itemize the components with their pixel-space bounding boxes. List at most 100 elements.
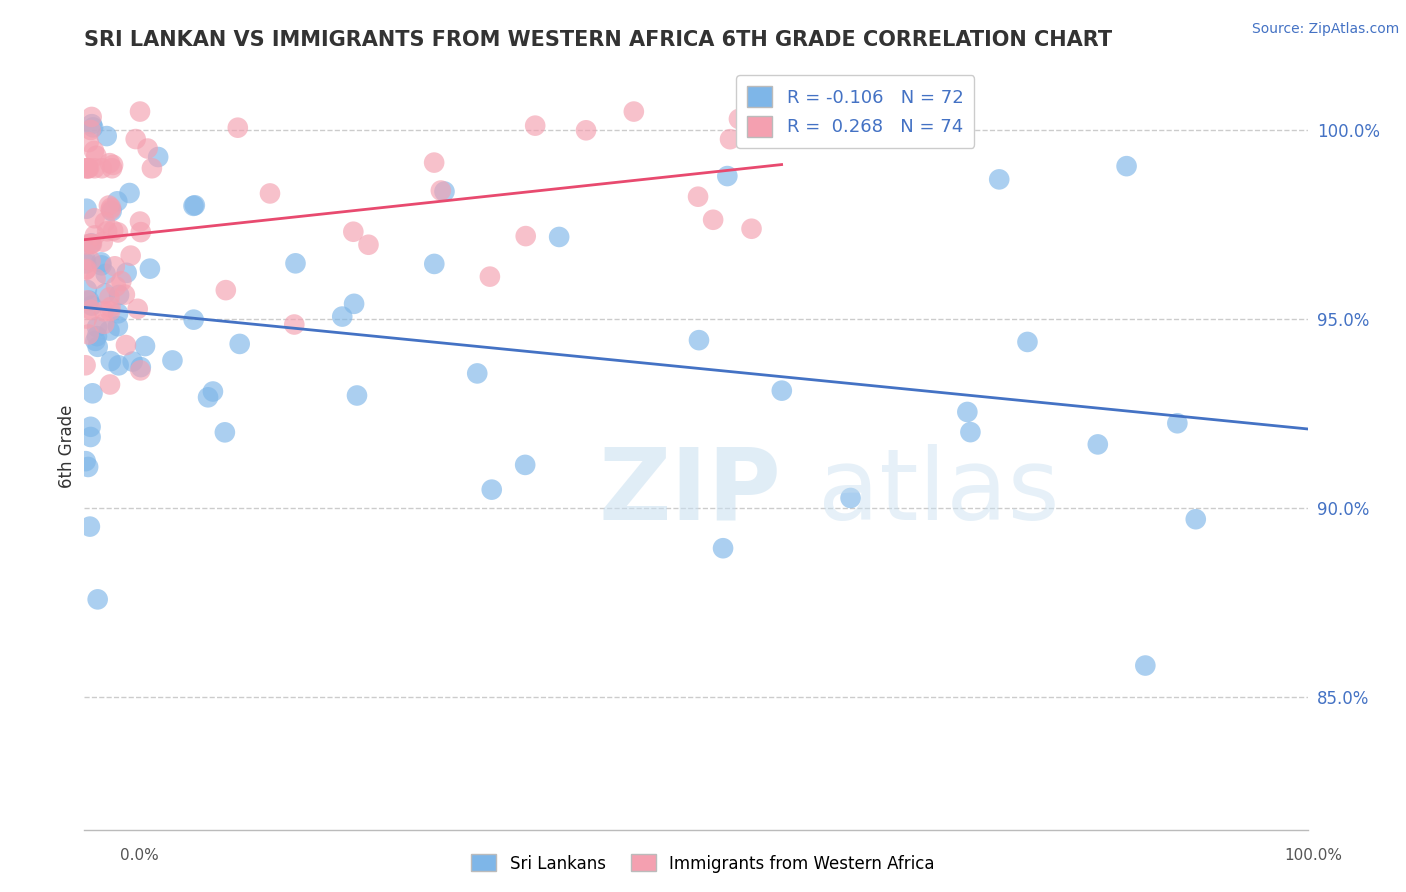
- Point: [77, 459, 100, 474]
- Text: ZIP: ZIP: [598, 443, 780, 541]
- Point: [86, 329, 108, 343]
- Point: [284, 256, 307, 270]
- Point: [94, 215, 117, 229]
- Point: [146, 150, 169, 164]
- Point: [959, 425, 981, 439]
- Point: [110, 274, 132, 288]
- Point: [75, 161, 97, 176]
- Y-axis label: 6th Grade: 6th Grade: [58, 404, 76, 488]
- Point: [76, 237, 98, 252]
- Point: [1166, 417, 1188, 431]
- Point: [93, 304, 115, 318]
- Point: [101, 158, 124, 172]
- Point: [215, 283, 238, 297]
- Point: [101, 224, 124, 238]
- Point: [718, 132, 741, 146]
- Point: [93, 317, 115, 331]
- Text: Source: ZipAtlas.com: Source: ZipAtlas.com: [1251, 22, 1399, 37]
- Point: [90, 161, 112, 176]
- Point: [343, 297, 366, 311]
- Point: [184, 198, 207, 212]
- Point: [76, 161, 98, 176]
- Point: [98, 304, 121, 318]
- Point: [515, 229, 537, 244]
- Point: [79, 519, 101, 533]
- Point: [77, 161, 100, 176]
- Point: [1087, 437, 1109, 451]
- Point: [129, 360, 152, 375]
- Point: [183, 312, 205, 326]
- Point: [125, 132, 148, 146]
- Point: [711, 541, 734, 556]
- Point: [80, 299, 103, 313]
- Point: [201, 384, 224, 399]
- Point: [283, 318, 305, 332]
- Point: [108, 288, 131, 302]
- Point: [100, 300, 122, 314]
- Point: [98, 290, 121, 304]
- Point: [183, 199, 205, 213]
- Point: [94, 286, 117, 301]
- Point: [423, 257, 446, 271]
- Point: [770, 384, 793, 398]
- Point: [76, 202, 98, 216]
- Point: [107, 319, 129, 334]
- Point: [423, 155, 446, 169]
- Point: [115, 266, 138, 280]
- Point: [100, 201, 122, 215]
- Point: [728, 112, 751, 126]
- Point: [86, 149, 108, 163]
- Point: [83, 144, 105, 158]
- Point: [75, 454, 97, 468]
- Point: [228, 337, 250, 351]
- Point: [686, 190, 709, 204]
- Point: [91, 235, 114, 249]
- Point: [86, 592, 108, 607]
- Point: [75, 263, 97, 277]
- Point: [1184, 512, 1206, 526]
- Legend: Sri Lankans, Immigrants from Western Africa: Sri Lankans, Immigrants from Western Afr…: [465, 847, 941, 880]
- Point: [716, 169, 738, 183]
- Point: [82, 386, 104, 401]
- Point: [481, 483, 503, 497]
- Point: [101, 161, 124, 176]
- Text: 100.0%: 100.0%: [1285, 848, 1343, 863]
- Point: [129, 363, 152, 377]
- Point: [80, 236, 103, 251]
- Point: [548, 230, 571, 244]
- Point: [77, 161, 100, 176]
- Point: [346, 388, 368, 402]
- Point: [80, 117, 103, 131]
- Point: [83, 211, 105, 226]
- Point: [702, 212, 724, 227]
- Point: [104, 260, 127, 274]
- Point: [77, 327, 100, 342]
- Point: [136, 142, 159, 156]
- Point: [80, 110, 103, 124]
- Point: [75, 256, 97, 270]
- Point: [90, 258, 112, 272]
- Point: [357, 237, 380, 252]
- Point: [839, 491, 862, 505]
- Point: [107, 306, 129, 320]
- Point: [98, 324, 121, 338]
- Point: [121, 354, 143, 368]
- Point: [524, 119, 547, 133]
- Point: [96, 224, 118, 238]
- Text: SRI LANKAN VS IMMIGRANTS FROM WESTERN AFRICA 6TH GRADE CORRELATION CHART: SRI LANKAN VS IMMIGRANTS FROM WESTERN AF…: [84, 29, 1112, 50]
- Point: [430, 184, 453, 198]
- Point: [107, 226, 129, 240]
- Point: [77, 293, 100, 308]
- Point: [623, 104, 645, 119]
- Point: [105, 279, 128, 293]
- Point: [86, 340, 108, 354]
- Point: [84, 334, 107, 348]
- Point: [83, 161, 105, 176]
- Text: atlas: atlas: [818, 443, 1060, 541]
- Point: [105, 194, 128, 209]
- Point: [75, 252, 97, 267]
- Point: [100, 202, 122, 217]
- Point: [84, 271, 107, 285]
- Point: [79, 430, 101, 444]
- Point: [741, 221, 763, 235]
